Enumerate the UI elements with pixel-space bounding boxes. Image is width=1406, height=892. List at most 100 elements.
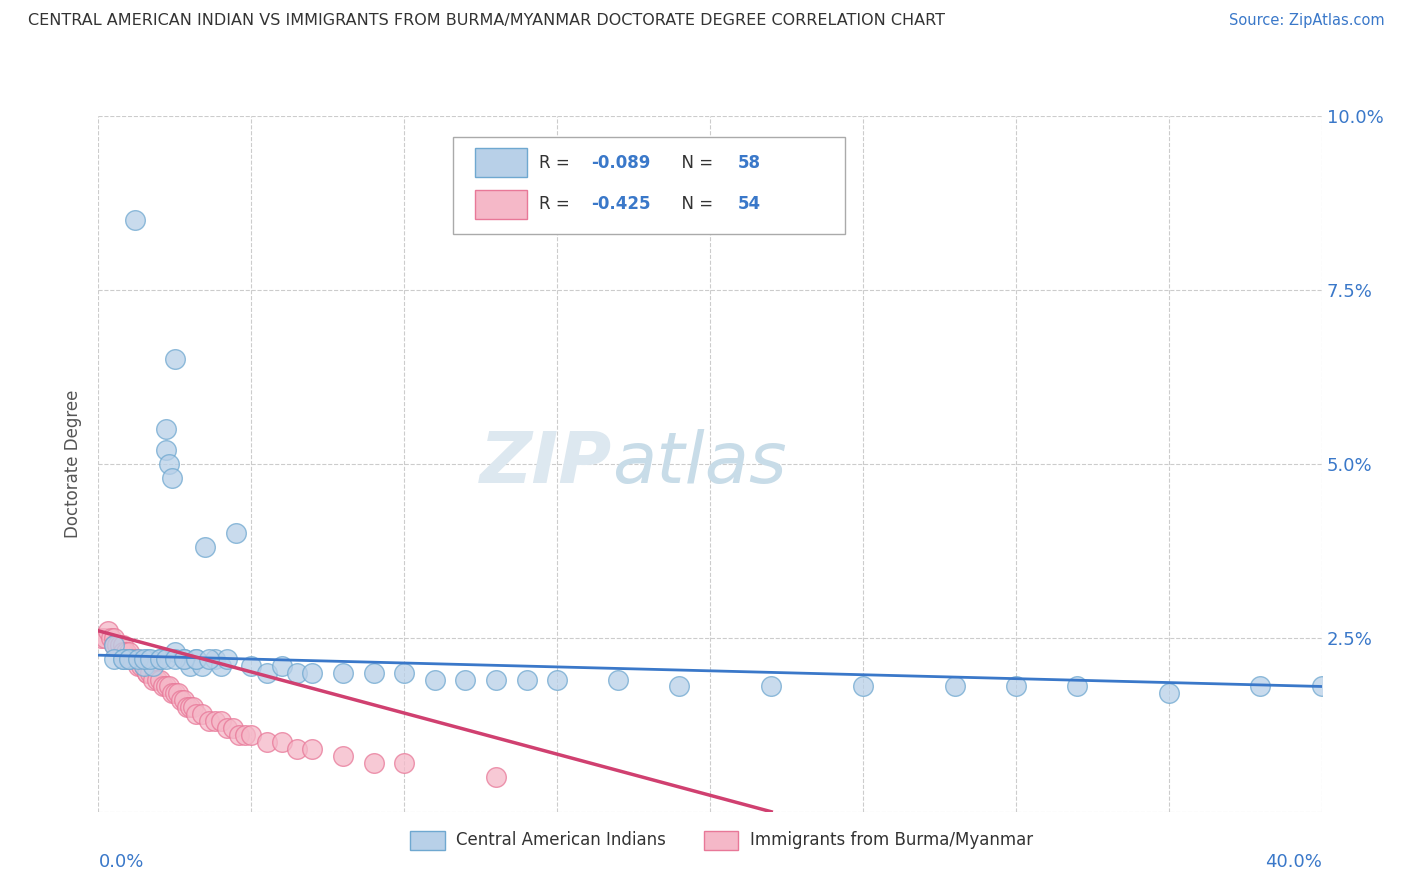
Point (943, 680, 966, 694)
Point (152, 680, 174, 694)
FancyBboxPatch shape (704, 830, 738, 850)
Point (118, 651, 141, 665)
Point (233, 728, 256, 742)
Point (139, 651, 162, 665)
Point (363, 665, 385, 680)
Text: Central American Indians: Central American Indians (456, 831, 665, 849)
FancyBboxPatch shape (475, 190, 526, 219)
Point (225, 526, 247, 541)
Point (139, 665, 162, 680)
Point (155, 651, 177, 665)
Point (173, 651, 195, 665)
Point (301, 665, 323, 680)
Point (136, 665, 159, 680)
Point (197, 714, 219, 729)
Point (111, 651, 134, 665)
Point (111, 645, 134, 659)
Point (256, 735, 278, 749)
Point (121, 651, 143, 665)
Point (105, 638, 128, 652)
Point (134, 658, 156, 673)
Point (155, 442, 177, 457)
Point (485, 770, 508, 784)
Point (100, 631, 122, 645)
Point (392, 665, 416, 680)
Point (111, 651, 134, 665)
Point (204, 651, 226, 665)
Point (256, 665, 278, 680)
Point (118, 645, 141, 659)
Point (392, 756, 416, 770)
Point (1157, 686, 1180, 700)
Text: -0.089: -0.089 (592, 153, 651, 171)
Point (228, 728, 250, 742)
FancyBboxPatch shape (475, 148, 526, 178)
Point (103, 638, 125, 652)
Point (149, 673, 172, 687)
Point (103, 651, 125, 665)
Point (129, 658, 152, 673)
Point (222, 721, 245, 735)
Point (454, 673, 477, 687)
Point (145, 673, 167, 687)
Text: Immigrants from Burma/Myanmar: Immigrants from Burma/Myanmar (751, 831, 1033, 849)
Point (142, 658, 165, 673)
Text: -0.425: -0.425 (592, 195, 651, 213)
Point (179, 658, 201, 673)
Point (157, 457, 180, 471)
Text: N =: N = (671, 153, 718, 171)
Point (163, 651, 186, 665)
Point (111, 638, 134, 652)
Point (363, 756, 385, 770)
Point (485, 673, 508, 687)
Point (1066, 680, 1088, 694)
Point (155, 680, 177, 694)
Point (115, 645, 138, 659)
Point (197, 651, 219, 665)
Point (179, 700, 201, 714)
Point (270, 658, 292, 673)
Point (270, 735, 292, 749)
Point (332, 665, 354, 680)
Point (134, 651, 156, 665)
Point (240, 658, 263, 673)
Text: R =: R = (538, 195, 575, 213)
Text: ZIP: ZIP (479, 429, 612, 499)
Point (186, 707, 208, 722)
Point (173, 693, 195, 707)
Point (127, 651, 149, 665)
Point (173, 651, 195, 665)
Point (108, 638, 131, 652)
Point (423, 673, 446, 687)
Point (167, 686, 190, 700)
Point (1249, 680, 1271, 694)
Point (136, 651, 159, 665)
Point (124, 651, 146, 665)
Point (215, 651, 238, 665)
Point (127, 651, 149, 665)
Point (155, 422, 177, 436)
Point (93, 631, 115, 645)
Text: 58: 58 (738, 153, 761, 171)
Point (215, 721, 238, 735)
Point (759, 680, 782, 694)
Point (186, 651, 208, 665)
Text: 54: 54 (738, 195, 761, 213)
Point (118, 651, 141, 665)
Text: CENTRAL AMERICAN INDIAN VS IMMIGRANTS FROM BURMA/MYANMAR DOCTORATE DEGREE CORREL: CENTRAL AMERICAN INDIAN VS IMMIGRANTS FR… (28, 13, 945, 29)
Point (668, 680, 690, 694)
Point (134, 658, 156, 673)
Text: atlas: atlas (612, 429, 787, 499)
Point (1310, 680, 1333, 694)
Point (163, 645, 186, 659)
Point (301, 742, 323, 756)
Y-axis label: Doctorate Degree: Doctorate Degree (65, 390, 83, 538)
Text: 0.0%: 0.0% (98, 854, 143, 871)
Point (176, 700, 198, 714)
Point (285, 742, 308, 756)
Point (285, 665, 308, 680)
Point (149, 651, 172, 665)
Point (118, 651, 141, 665)
Point (546, 673, 568, 687)
Point (191, 658, 214, 673)
